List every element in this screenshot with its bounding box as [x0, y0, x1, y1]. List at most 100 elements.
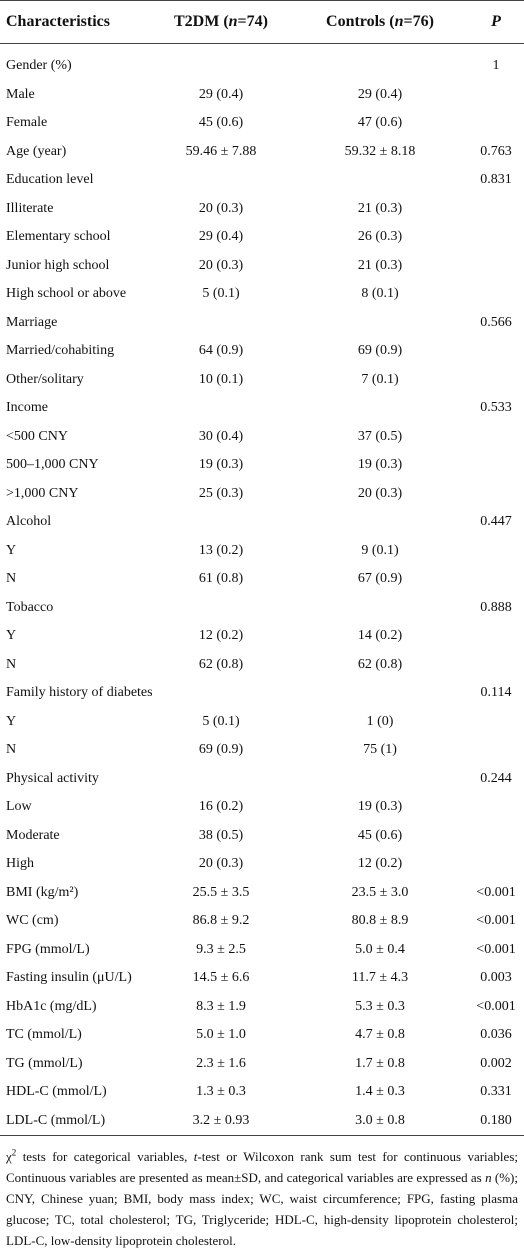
table-cell: Physical activity — [6, 770, 99, 786]
table-row: Female 45 (0.6) 47 (0.6) — [0, 109, 524, 138]
table-cell: BMI (kg/m²) — [6, 884, 79, 900]
table-row: Elementary school 29 (0.4) 26 (0.3) — [0, 223, 524, 252]
table-cell: Tobacco — [6, 599, 54, 615]
table-cell: 3.2 ± 0.93 — [150, 1106, 292, 1136]
table-cell: 10 (0.1) — [198, 371, 244, 387]
table-row: Y 5 (0.1) 1 (0) — [0, 708, 524, 737]
text-run: =76) — [403, 13, 434, 30]
table-cell: 0.036 — [480, 1027, 512, 1043]
table-cell: 30 (0.4) — [198, 428, 244, 444]
table-cell: Gender (%) — [6, 58, 72, 74]
text-run: n — [485, 1170, 492, 1185]
table-cell: 59.46 ± 7.88 — [185, 143, 257, 159]
table-cell: 0.244 — [480, 770, 512, 786]
table-cell — [150, 508, 292, 537]
table-cell — [150, 44, 292, 81]
table-cell: <0.001 — [476, 941, 516, 957]
table-cell: 9 (0.1) — [361, 542, 399, 558]
table-row: Physical activity 0.244 — [0, 765, 524, 794]
table-cell: HDL-C (mmol/L) — [6, 1084, 107, 1100]
table-cell — [468, 651, 524, 680]
header-cell: Characteristics — [0, 0, 150, 44]
table-cell: FPG (mmol/L) — [6, 941, 90, 957]
table-cell — [468, 451, 524, 480]
table-cell — [150, 679, 292, 708]
table-cell: 5 (0.1) — [202, 713, 240, 729]
table-cell: 38 (0.5) — [198, 827, 244, 843]
table-cell — [150, 394, 292, 423]
table-row: Fasting insulin (μU/L) 14.5 ± 6.6 11.7 ± 4… — [0, 964, 524, 993]
text-run: P — [491, 13, 501, 30]
table-cell — [292, 166, 468, 195]
table-row: Junior high school 20 (0.3) 21 (0.3) — [0, 252, 524, 281]
text-run: t — [193, 1149, 198, 1164]
table-body: Gender (%) 1 Male 29 (0.4) 29 (0.4) Female 45 … — [0, 44, 524, 1136]
table-cell: 8 (0.1) — [361, 286, 399, 302]
table-row: Gender (%) 1 — [0, 44, 524, 81]
table-row: Moderate 38 (0.5) 45 (0.6) — [0, 822, 524, 851]
text-run: Characteristics — [6, 13, 110, 30]
table-cell — [292, 309, 468, 338]
table-cell: 500–1,000 CNY — [6, 457, 99, 473]
table-row: Family history of diabetes 0.114 — [0, 679, 524, 708]
table-cell: 0.447 — [480, 514, 512, 530]
table-cell: Fasting insulin (μU/L) — [6, 970, 132, 986]
table-cell: Low — [6, 799, 32, 815]
table-cell: Income — [6, 400, 48, 416]
table-cell: 2.3 ± 1.6 — [196, 1055, 246, 1071]
table-cell — [468, 736, 524, 765]
table-row: 500–1,000 CNY 19 (0.3) 19 (0.3) — [0, 451, 524, 480]
table-row: Low 16 (0.2) 19 (0.3) — [0, 793, 524, 822]
table-cell: >1,000 CNY — [6, 485, 79, 501]
table-cell: Y — [6, 713, 17, 729]
table-cell: 0.002 — [480, 1055, 512, 1071]
table-row: TG (mmol/L) 2.3 ± 1.6 1.7 ± 0.8 0.002 — [0, 1050, 524, 1079]
table-cell: 80.8 ± 8.9 — [351, 913, 409, 929]
table-cell: 19 (0.3) — [357, 457, 403, 473]
table-cell — [292, 44, 468, 81]
table-cell: <0.001 — [476, 913, 516, 929]
table-header: Characteristics T2DM (n=74) Controls (n=76… — [0, 0, 524, 44]
table-row: Other/solitary 10 (0.1) 7 (0.1) — [0, 366, 524, 395]
table-row: >1,000 CNY 25 (0.3) 20 (0.3) — [0, 480, 524, 509]
table-cell: 0.003 — [480, 970, 512, 986]
table-row: Age (year) 59.46 ± 7.88 59.32 ± 8.18 0.763 — [0, 138, 524, 167]
header-cell: Controls (n=76) — [292, 0, 468, 44]
table-cell: 12 (0.2) — [198, 628, 244, 644]
table-cell: Female — [6, 115, 48, 131]
table-cell — [468, 822, 524, 851]
table-cell: 29 (0.4) — [198, 86, 244, 102]
table-cell: 86.8 ± 9.2 — [192, 913, 250, 929]
table-cell — [468, 337, 524, 366]
table-row: <500 CNY 30 (0.4) 37 (0.5) — [0, 423, 524, 452]
table-cell: 25 (0.3) — [198, 485, 244, 501]
table-cell — [468, 423, 524, 452]
table-cell — [150, 765, 292, 794]
table-cell: Age (year) — [6, 143, 67, 159]
table-cell: 25.5 ± 3.5 — [192, 884, 250, 900]
table-cell: 69 (0.9) — [357, 343, 403, 359]
table-cell — [150, 594, 292, 623]
table-cell — [292, 394, 468, 423]
table-cell — [150, 309, 292, 338]
table-cell: 26 (0.3) — [357, 229, 403, 245]
table-cell: N — [6, 571, 17, 587]
table-cell: 37 (0.5) — [357, 428, 403, 444]
table-cell: 1 — [492, 58, 500, 74]
table-cell: TG (mmol/L) — [6, 1055, 83, 1071]
table-row: High school or above 5 (0.1) 8 (0.1) — [0, 280, 524, 309]
table-cell: 0.114 — [480, 685, 512, 701]
table-row: FPG (mmol/L) 9.3 ± 2.5 5.0 ± 0.4 <0.001 — [0, 936, 524, 965]
table-row: Marriage 0.566 — [0, 309, 524, 338]
table-cell: High — [6, 856, 34, 872]
table-cell: 5.3 ± 0.3 — [355, 998, 405, 1014]
table-cell — [468, 252, 524, 281]
table-cell: TC (mmol/L) — [6, 1027, 82, 1043]
table-cell — [468, 622, 524, 651]
table-cell: 62 (0.8) — [357, 656, 403, 672]
table-cell: 14.5 ± 6.6 — [192, 970, 250, 986]
table-row: N 62 (0.8) 62 (0.8) — [0, 651, 524, 680]
table-cell: Y — [6, 542, 17, 558]
table-cell — [468, 480, 524, 509]
